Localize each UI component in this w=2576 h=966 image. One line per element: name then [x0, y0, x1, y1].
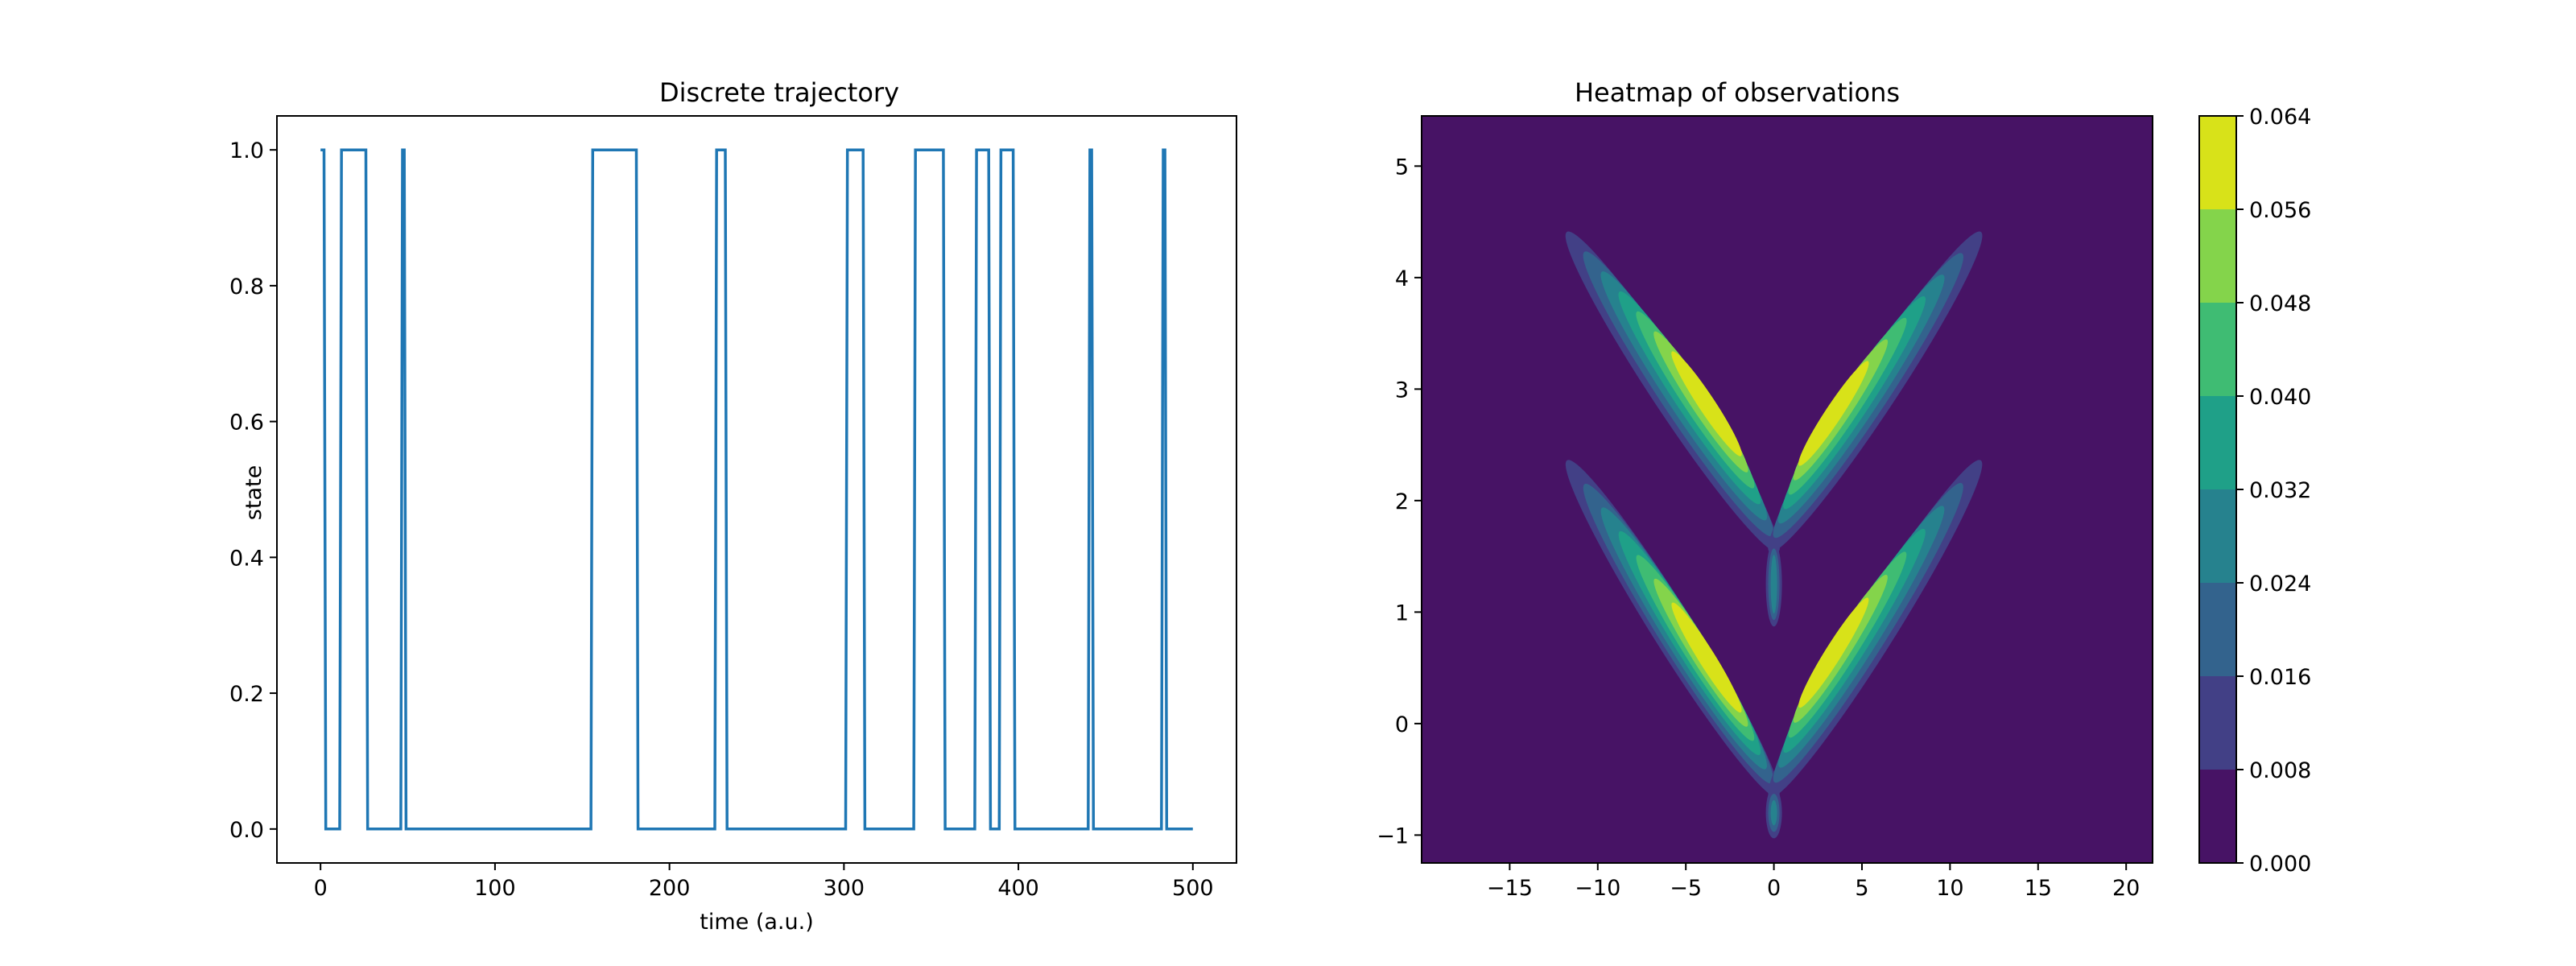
- colorbar-segment: [2199, 583, 2236, 676]
- y-tick-label: 1.0: [229, 138, 264, 163]
- y-tick-label: 0: [1395, 712, 1409, 737]
- colorbar: 0.000 0.008 0.016 0.024 0.032 0.040 0.048 0.056…: [2198, 105, 2311, 877]
- colorbar-tick-label: 0.032: [2249, 478, 2311, 503]
- colorbar-segment: [2199, 676, 2236, 770]
- y-tick-label: −1: [1377, 824, 1409, 848]
- trajectory-chart: Discrete trajectory 0 100 200 300 400 500 0.0…: [229, 77, 1237, 935]
- y-tick-label: 0.4: [229, 546, 264, 571]
- heatmap-y-ticks: −1 0 1 2 3 4 5: [1377, 155, 1422, 848]
- colorbar-segment: [2199, 489, 2236, 583]
- colorbar-segment: [2199, 303, 2236, 396]
- colorbar-tick-label: 0.064: [2249, 105, 2311, 130]
- colorbar-tick-label: 0.008: [2249, 758, 2311, 783]
- colorbar-tick-label: 0.048: [2249, 291, 2311, 316]
- x-tick-label: 0: [1767, 876, 1781, 901]
- trajectory-y-ticks: 0.0 0.2 0.4 0.6 0.8 1.0: [229, 138, 277, 843]
- colorbar-tick-label: 0.056: [2249, 198, 2311, 223]
- y-tick-label: 0.2: [229, 682, 264, 707]
- x-tick-label: 500: [1172, 876, 1214, 901]
- x-tick-label: −10: [1575, 876, 1620, 901]
- x-tick-label: 400: [997, 876, 1039, 901]
- contour-band: [1770, 799, 1777, 826]
- trajectory-y-axis-label: state: [242, 465, 266, 520]
- trajectory-line: [320, 148, 1193, 831]
- contour-band: [1671, 351, 1742, 456]
- x-tick-label: −15: [1487, 876, 1533, 901]
- y-tick-label: 0.8: [229, 275, 264, 299]
- x-tick-label: 10: [1936, 876, 1963, 901]
- heatmap-axes-frame: [1421, 115, 2153, 864]
- colorbar-tick-label: 0.000: [2249, 852, 2311, 877]
- colorbar-tick-label: 0.024: [2249, 572, 2311, 597]
- trajectory-chart-title: Discrete trajectory: [659, 77, 899, 108]
- x-tick-label: 200: [649, 876, 691, 901]
- colorbar-tick-label: 0.040: [2249, 385, 2311, 410]
- trajectory-axes-frame: [276, 115, 1237, 864]
- y-tick-label: 5: [1395, 155, 1409, 180]
- x-tick-label: 100: [474, 876, 516, 901]
- y-tick-label: 3: [1395, 378, 1409, 402]
- contour-band: [1798, 597, 1869, 708]
- contour-band: [1798, 361, 1869, 466]
- y-tick-label: 2: [1395, 489, 1409, 514]
- y-tick-label: 4: [1395, 266, 1409, 291]
- contour-band: [1770, 555, 1777, 614]
- colorbar-tick-label: 0.016: [2249, 665, 2311, 690]
- x-tick-label: 0: [314, 876, 328, 901]
- colorbar-segment: [2199, 116, 2236, 209]
- y-tick-label: 1: [1395, 601, 1409, 625]
- heatmap-chart: Heatmap of observations −15 −10 −5 0 5 10 15 20…: [1377, 77, 2311, 901]
- colorbar-segment: [2199, 209, 2236, 303]
- x-tick-label: 5: [1855, 876, 1868, 901]
- x-tick-label: 20: [2112, 876, 2140, 901]
- heatmap-contours: [1565, 231, 1983, 839]
- y-tick-label: 0.6: [229, 411, 264, 436]
- y-tick-label: 0.0: [229, 818, 264, 843]
- x-tick-label: 300: [824, 876, 865, 901]
- trajectory-x-ticks: 0 100 200 300 400 500: [314, 863, 1214, 901]
- colorbar-segment: [2199, 396, 2236, 489]
- colorbar-segment: [2199, 770, 2236, 863]
- x-tick-label: 15: [2025, 876, 2052, 901]
- trajectory-x-axis-label: time (a.u.): [700, 910, 813, 935]
- x-tick-label: −5: [1670, 876, 1702, 901]
- contour-band: [1671, 602, 1742, 713]
- heatmap-x-ticks: −15 −10 −5 0 5 10 15 20: [1487, 863, 2140, 901]
- heatmap-chart-title: Heatmap of observations: [1575, 77, 1900, 108]
- trajectory-plot-area: [320, 148, 1193, 831]
